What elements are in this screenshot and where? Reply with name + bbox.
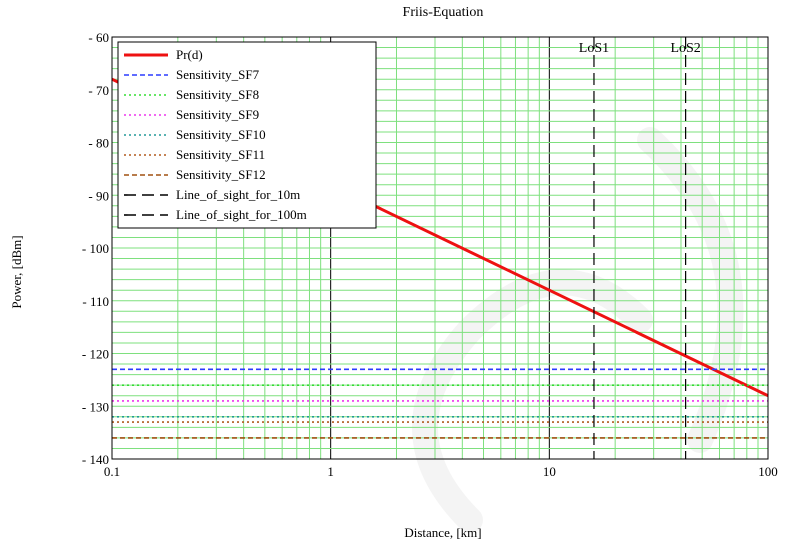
chart-title: Friis-Equation (403, 5, 484, 20)
y-tick-label: - 140 (82, 452, 109, 467)
y-axis-label: Power, [dBm] (9, 235, 24, 308)
x-axis-label: Distance, [km] (404, 525, 481, 540)
legend-label: Sensitivity_SF11 (176, 147, 265, 162)
legend-label: Line_of_sight_for_100m (176, 207, 307, 222)
legend-label: Sensitivity_SF8 (176, 87, 259, 102)
legend-label: Sensitivity_SF7 (176, 67, 260, 82)
vline-label-los2: LoS2 (670, 41, 700, 56)
y-tick-label: - 120 (82, 347, 109, 362)
y-tick-label: - 110 (82, 294, 109, 309)
tick-labels: 0.1 1 10 100 - 60 - 70 - 80 - 90 - 100 - 110 - 120… (82, 30, 778, 479)
x-tick-label: 100 (758, 464, 778, 479)
legend-label: Pr(d) (176, 47, 203, 62)
x-tick-label: 10 (543, 464, 556, 479)
legend-label: Line_of_sight_for_10m (176, 187, 300, 202)
y-tick-label: - 90 (88, 188, 109, 203)
vline-label-los1: LoS1 (579, 41, 609, 56)
y-tick-label: - 60 (88, 30, 109, 45)
y-tick-label: - 130 (82, 399, 109, 414)
y-tick-label: - 80 (88, 136, 109, 151)
x-tick-label: 1 (327, 464, 334, 479)
plot-frame (111, 36, 769, 460)
legend-label: Sensitivity_SF12 (176, 167, 266, 182)
legend-label: Sensitivity_SF9 (176, 107, 259, 122)
vline-labels: LoS1 LoS2 (579, 41, 701, 56)
y-tick-label: - 70 (88, 83, 109, 98)
watermark (412, 127, 744, 533)
x-tick-label: 0.1 (104, 464, 120, 479)
legend-label: Sensitivity_SF10 (176, 127, 266, 142)
legend: Pr(d) Sensitivity_SF7 Sensitivity_SF8 Sensi… (117, 41, 377, 229)
y-tick-label: - 100 (82, 241, 109, 256)
